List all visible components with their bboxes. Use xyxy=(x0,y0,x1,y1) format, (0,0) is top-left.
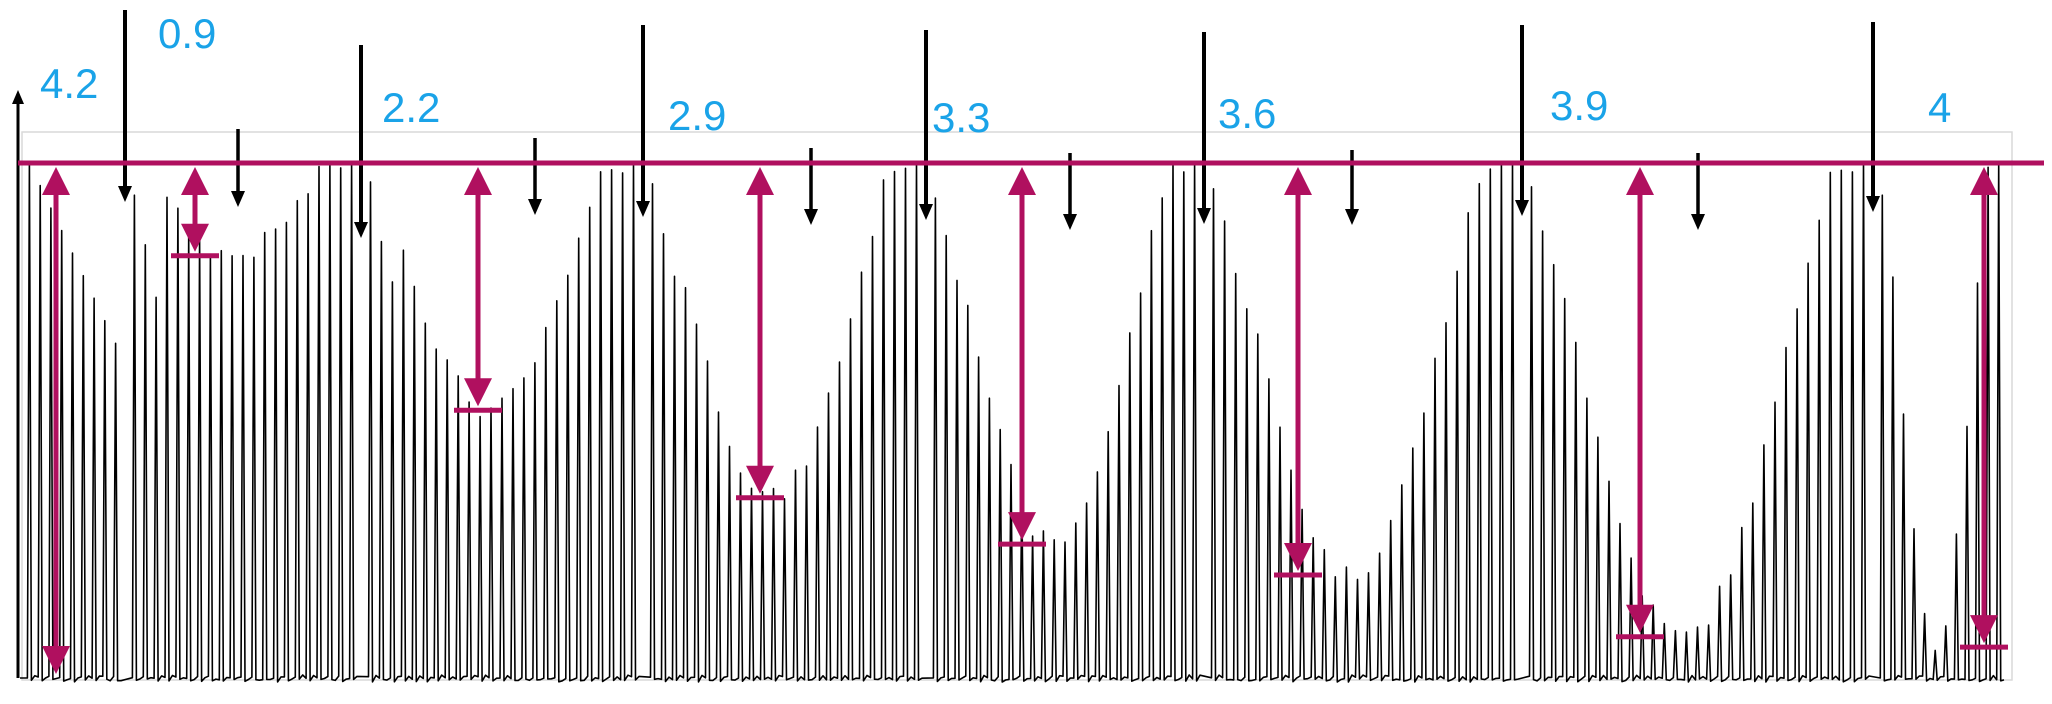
stimulus-arrow-train xyxy=(118,10,132,202)
stimulus-arrowhead xyxy=(1515,200,1529,216)
fatigue-indicator xyxy=(454,167,502,413)
stimulus-arrowhead xyxy=(804,209,818,225)
stimulus-arrowhead xyxy=(231,191,245,207)
stimulus-value-label: 3.9 xyxy=(1550,82,1608,129)
stimulus-arrow-train xyxy=(1866,22,1880,212)
fatigue-arrowhead-up xyxy=(746,167,774,195)
stimulus-value-label: 2.9 xyxy=(668,92,726,139)
stimulus-arrowhead xyxy=(1866,196,1880,212)
stimulus-arrow-pulse xyxy=(231,129,245,207)
fatigue-indicator xyxy=(998,167,1046,547)
stimulus-arrowhead xyxy=(1197,208,1211,224)
stimulus-value-label: 3.6 xyxy=(1218,90,1276,137)
y-axis-arrowhead xyxy=(12,90,24,104)
fatigue-arrowhead-down xyxy=(464,378,492,407)
fatigue-arrowhead-down xyxy=(1970,615,1998,644)
stimulus-value-label: 4.2 xyxy=(40,60,98,107)
stimulus-arrow-train xyxy=(354,45,368,238)
stimulus-arrow-train xyxy=(919,30,933,220)
stimulus-value-label: 3.3 xyxy=(932,94,990,141)
fatigue-arrowhead-down xyxy=(1284,543,1312,571)
fatigue-arrowhead-down xyxy=(1008,512,1036,541)
fatigue-indicator xyxy=(171,167,219,259)
stimulus-arrowhead xyxy=(354,222,368,238)
fatigue-arrowhead-up xyxy=(181,167,209,195)
fatigue-arrowhead-down xyxy=(1626,604,1654,633)
stimulus-arrowhead xyxy=(636,201,650,217)
fatigue-indicator xyxy=(1616,167,1664,640)
stimulus-arrowhead xyxy=(1063,214,1077,230)
fatigue-arrowhead-up xyxy=(1008,167,1036,195)
fatigue-indicator xyxy=(1960,167,2008,650)
stimulus-value-label: 2.2 xyxy=(382,84,440,131)
plot-frame xyxy=(21,131,2013,681)
stimulus-arrow-train xyxy=(636,25,650,217)
fatigue-arrowhead-up xyxy=(42,167,70,195)
stimulus-arrow-train xyxy=(1197,32,1211,224)
stimulus-value-label: 0.9 xyxy=(158,10,216,57)
fatigue-arrowhead-down xyxy=(42,646,70,674)
stimulus-arrowhead xyxy=(528,199,542,215)
signal-trace xyxy=(20,162,2005,683)
stimulus-arrowhead xyxy=(1691,214,1705,230)
stimulus-arrow-pulse xyxy=(804,148,818,225)
fatigue-arrowhead-up xyxy=(1970,167,1998,195)
stimulus-arrow-pulse xyxy=(1345,150,1359,225)
fatigue-arrowhead-down xyxy=(746,465,774,494)
fatigue-indicator xyxy=(736,167,784,501)
fatigue-arrowhead-up xyxy=(1626,167,1654,195)
stimulus-arrowhead xyxy=(1345,209,1359,225)
fatigue-indicator xyxy=(42,167,70,674)
fatigue-arrowhead-up xyxy=(1284,167,1312,195)
stimulus-arrowhead xyxy=(118,186,132,202)
stimulus-arrow-pulse xyxy=(528,138,542,215)
fatigue-arrowhead-down xyxy=(181,223,209,252)
fatigue-arrowhead-up xyxy=(464,167,492,195)
stimulus-arrow-train xyxy=(1515,25,1529,216)
stimulus-value-label: 4 xyxy=(1928,84,1951,131)
stimulus-arrowhead xyxy=(919,204,933,220)
fatigue-indicator xyxy=(1274,167,1322,578)
